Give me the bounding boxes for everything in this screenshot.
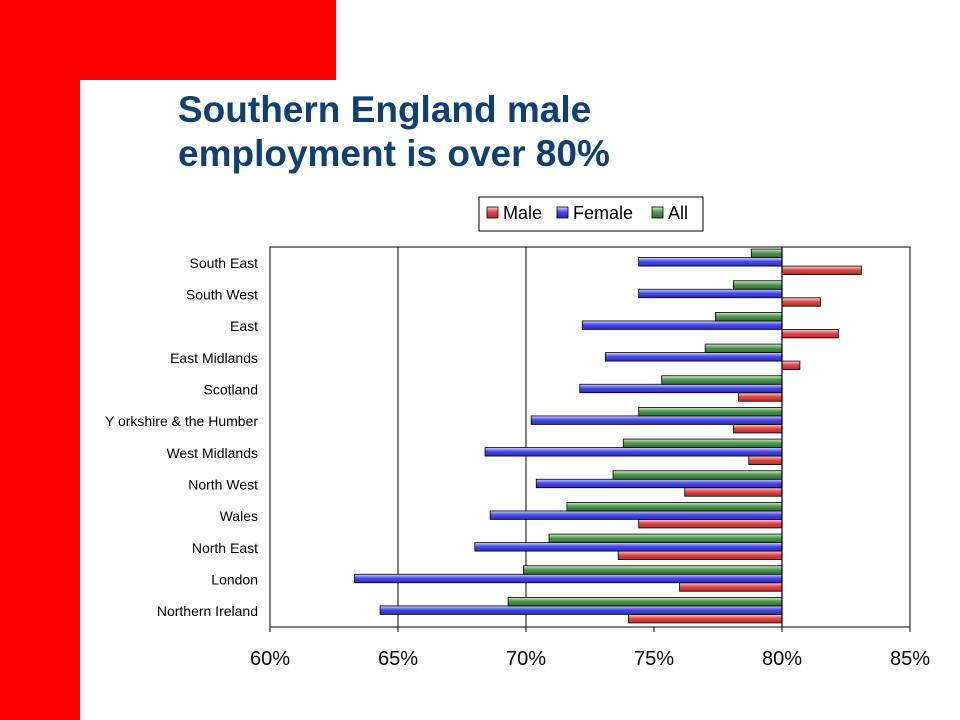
bar-female — [484, 447, 783, 457]
category-label: Scotland — [204, 382, 258, 398]
legend-swatch-male — [486, 206, 499, 219]
bar-all — [548, 533, 783, 543]
bar-female — [638, 257, 783, 267]
red-side-band — [0, 0, 80, 720]
category-label: Northern Ireland — [157, 603, 258, 619]
bar-all — [566, 502, 783, 512]
bar-female — [354, 573, 783, 584]
bar-all — [622, 438, 783, 448]
bar-male — [738, 392, 783, 402]
bar-male — [684, 487, 783, 497]
bar-all — [612, 470, 783, 480]
bar-female — [530, 415, 783, 425]
category-label: South West — [186, 287, 258, 303]
legend-box — [478, 196, 704, 232]
x-tick-label: 70% — [506, 648, 546, 670]
bar-female — [474, 542, 783, 552]
bar-female — [489, 510, 783, 520]
category-label: North West — [188, 477, 258, 493]
bar-female — [581, 320, 783, 330]
legend-swatch-all — [651, 206, 664, 219]
category-label: East Midlands — [170, 350, 258, 366]
bar-male — [617, 550, 783, 560]
category-label: London — [211, 572, 258, 588]
bar-male — [679, 582, 783, 592]
slide-title: Southern England male employment is over… — [178, 88, 878, 176]
red-top-band — [0, 0, 336, 80]
category-label: South East — [190, 255, 259, 271]
plot-frame — [269, 246, 911, 628]
plot-area: 60% 65% 70% 75% 80% 85% South East South West Ea… — [105, 246, 930, 670]
legend-label-male: Male — [503, 203, 542, 223]
bar-female — [379, 605, 783, 615]
slide-title-line-1: Southern England male — [178, 89, 592, 130]
bar-all — [732, 280, 783, 290]
bar-all — [661, 375, 783, 385]
legend-label-all: All — [668, 203, 688, 223]
bar-all — [704, 343, 783, 353]
x-tick-label: 75% — [634, 648, 674, 670]
legend-label-female: Female — [573, 203, 633, 223]
bar-all — [638, 407, 783, 417]
bar-all — [750, 248, 783, 258]
category-label: Y orkshire & the Humber — [105, 413, 258, 429]
bar-male — [732, 424, 783, 434]
slide-title-line-2: employment is over 80% — [178, 133, 610, 174]
bar-all — [715, 312, 783, 322]
x-tick-label: 80% — [762, 648, 802, 670]
chart-legend: Male Female All — [478, 196, 704, 232]
bar-male — [638, 519, 783, 529]
bar-female — [579, 383, 783, 394]
bar-male — [781, 360, 801, 370]
category-label: East — [230, 318, 258, 334]
bar-male — [781, 265, 862, 275]
category-label: West Midlands — [166, 445, 258, 461]
bar-male — [748, 455, 783, 465]
bar-male — [781, 329, 839, 339]
bar-all — [507, 597, 783, 607]
category-label: Wales — [220, 508, 258, 524]
x-tick-label: 65% — [378, 648, 418, 670]
x-tick-label: 60% — [250, 648, 290, 670]
bar-female — [535, 478, 783, 489]
bar-male — [628, 614, 783, 624]
bar-female — [604, 352, 783, 362]
bar-all — [523, 565, 783, 575]
bar-female — [638, 288, 783, 299]
bar-male — [781, 297, 821, 307]
legend-swatch-female — [556, 206, 569, 219]
category-label: North East — [192, 540, 258, 556]
x-tick-label: 85% — [890, 648, 930, 670]
